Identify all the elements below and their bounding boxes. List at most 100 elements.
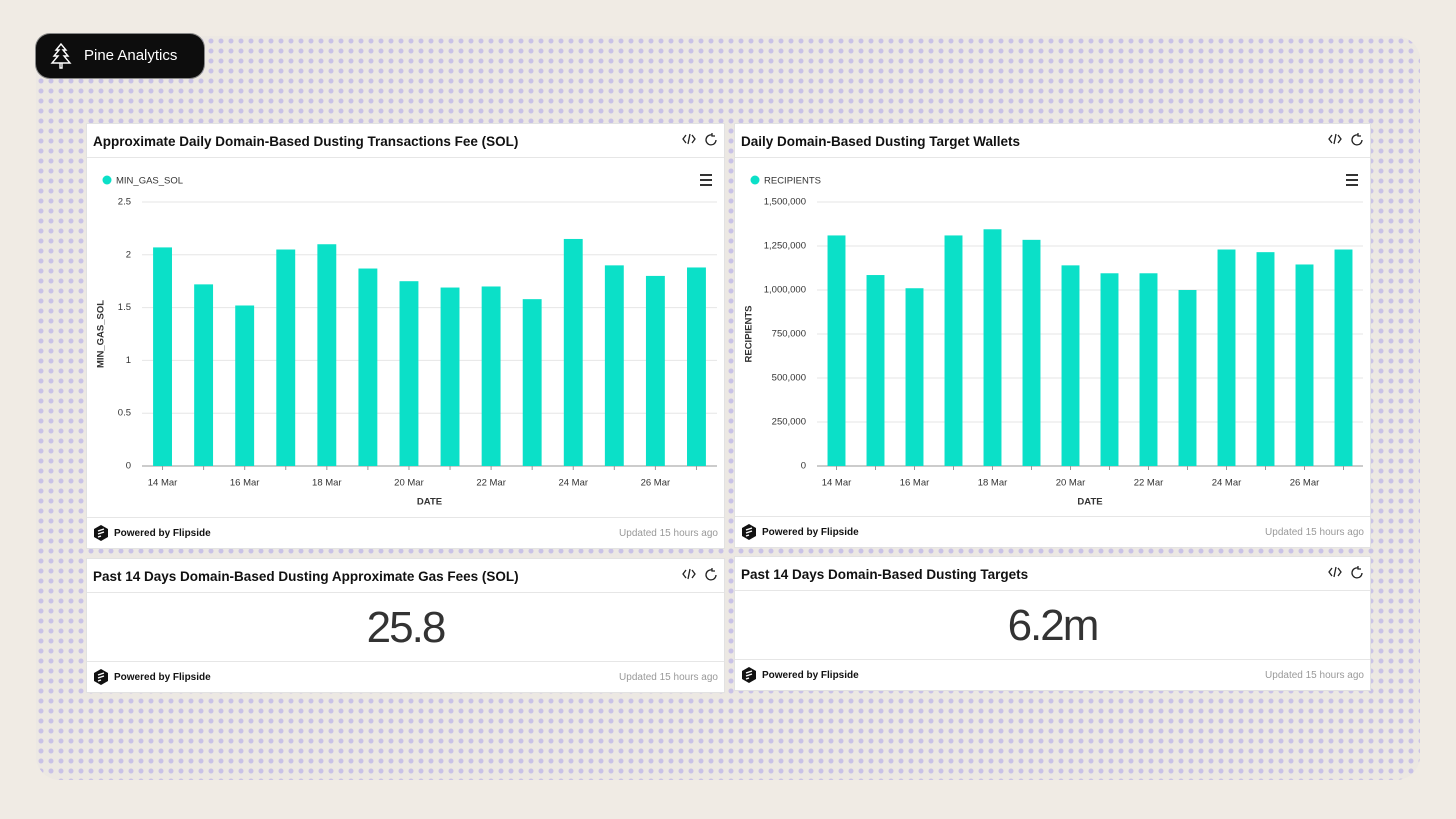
bar	[1139, 273, 1158, 466]
bar	[905, 288, 924, 466]
y-tick-label: 1.5	[118, 302, 131, 313]
y-tick-label: 750,000	[772, 329, 806, 340]
x-tick-label: 16 Mar	[230, 478, 260, 489]
updated-at: Updated 15 hours ago	[1265, 527, 1364, 538]
legend-label: MIN_GAS_SOL	[116, 176, 183, 187]
bar	[1334, 249, 1353, 466]
flipside-logo	[742, 667, 756, 683]
card-footer: Powered by Flipside Updated 15 hours ago	[735, 516, 1370, 547]
y-tick-label: 1,500,000	[764, 197, 806, 208]
bar	[358, 268, 378, 466]
y-tick-label: 0	[801, 461, 806, 472]
bar	[604, 265, 624, 466]
chart-menu[interactable]	[700, 174, 712, 186]
y-tick-label: 2.5	[118, 197, 131, 208]
bar	[1061, 265, 1080, 466]
x-tick-label: 26 Mar	[1290, 478, 1320, 489]
bar	[1178, 290, 1197, 466]
x-tick-label: 24 Mar	[1212, 478, 1242, 489]
card: Past 14 Days Domain-Based Dusting Target…	[734, 556, 1371, 691]
bar	[563, 238, 583, 466]
updated-at: Updated 15 hours ago	[619, 672, 718, 683]
chart: 0 250,000 500,000 750,000 1,000,000 1,250,000…	[744, 174, 1363, 508]
card-title: Daily Domain-Based Dusting Target Wallet…	[741, 134, 1021, 149]
y-axis-label: RECIPIENTS	[744, 305, 755, 362]
card-header: Past 14 Days Domain-Based Dusting Target…	[735, 557, 1370, 591]
pine-icon	[50, 43, 72, 69]
card-header: Past 14 Days Domain-Based Dusting Approx…	[87, 559, 724, 593]
x-tick-label: 14 Mar	[148, 478, 178, 489]
card-header: Approximate Daily Domain-Based Dusting T…	[87, 124, 724, 158]
x-tick-label: 22 Mar	[1134, 478, 1164, 489]
card: Daily Domain-Based Dusting Target Wallet…	[734, 123, 1371, 548]
bar	[1256, 252, 1275, 466]
updated-at: Updated 15 hours ago	[1265, 670, 1364, 681]
card-header: Daily Domain-Based Dusting Target Wallet…	[735, 124, 1370, 158]
chart: 0 0.5 1 1.5 2 2.5 14 Mar 16 Mar 18 Mar 20 Mar 22 M…	[96, 174, 717, 508]
card-actions[interactable]	[1328, 132, 1364, 146]
bar	[522, 299, 542, 466]
flipside-logo	[94, 525, 108, 541]
y-tick-label: 2	[126, 249, 131, 260]
updated-at: Updated 15 hours ago	[619, 528, 718, 539]
card-footer: Powered by Flipside Updated 15 hours ago	[87, 661, 724, 692]
x-tick-label: 20 Mar	[1056, 478, 1086, 489]
y-tick-label: 0	[126, 461, 131, 472]
legend-label: RECIPIENTS	[764, 176, 821, 187]
bar	[194, 284, 214, 466]
bar	[317, 244, 337, 466]
brand-pill[interactable]: Pine Analytics	[36, 34, 204, 78]
flipside-logo	[94, 669, 108, 685]
bar	[645, 275, 665, 466]
y-tick-label: 1,250,000	[764, 241, 806, 252]
card-title: Past 14 Days Domain-Based Dusting Target…	[741, 567, 1029, 582]
flipside-logo	[742, 524, 756, 540]
card-title: Past 14 Days Domain-Based Dusting Approx…	[93, 569, 519, 584]
card: Past 14 Days Domain-Based Dusting Approx…	[86, 558, 725, 693]
bar	[944, 235, 963, 466]
legend-swatch	[102, 175, 112, 185]
bar	[1022, 239, 1041, 466]
brand-name: Pine Analytics	[84, 47, 178, 64]
bar	[440, 287, 460, 466]
bar	[235, 305, 255, 466]
x-axis-label: DATE	[1077, 497, 1102, 508]
stat-value: 6.2m	[1007, 601, 1100, 650]
x-tick-label: 18 Mar	[978, 478, 1008, 489]
powered-by: Powered by Flipside	[114, 528, 211, 539]
stat-value: 25.8	[366, 603, 447, 652]
x-tick-label: 14 Mar	[822, 478, 852, 489]
bar	[276, 249, 296, 466]
x-axis-label: DATE	[417, 497, 442, 508]
powered-by: Powered by Flipside	[762, 670, 859, 681]
bar	[827, 235, 846, 466]
card: Approximate Daily Domain-Based Dusting T…	[86, 123, 725, 549]
x-tick-label: 22 Mar	[476, 478, 506, 489]
card-actions[interactable]	[682, 567, 718, 581]
x-tick-label: 18 Mar	[312, 478, 342, 489]
card-actions[interactable]	[682, 132, 718, 146]
y-tick-label: 1	[126, 355, 131, 366]
bar	[1100, 273, 1119, 466]
y-tick-label: 250,000	[772, 417, 806, 428]
chart-menu[interactable]	[1346, 174, 1358, 186]
bar	[983, 229, 1002, 466]
card-actions[interactable]	[1328, 565, 1364, 579]
y-tick-label: 500,000	[772, 373, 806, 384]
x-tick-label: 20 Mar	[394, 478, 424, 489]
x-tick-label: 24 Mar	[558, 478, 588, 489]
bar	[399, 281, 419, 466]
x-tick-label: 26 Mar	[641, 478, 671, 489]
bar	[481, 286, 501, 466]
bar	[153, 247, 172, 466]
card-footer: Powered by Flipside Updated 15 hours ago	[87, 517, 724, 548]
bar	[687, 267, 706, 466]
powered-by: Powered by Flipside	[762, 527, 859, 538]
bar	[1217, 249, 1236, 466]
y-axis-label: MIN_GAS_SOL	[96, 300, 107, 368]
y-tick-label: 0.5	[118, 408, 131, 419]
x-tick-label: 16 Mar	[900, 478, 930, 489]
bar	[866, 275, 885, 466]
legend-swatch	[750, 175, 760, 185]
